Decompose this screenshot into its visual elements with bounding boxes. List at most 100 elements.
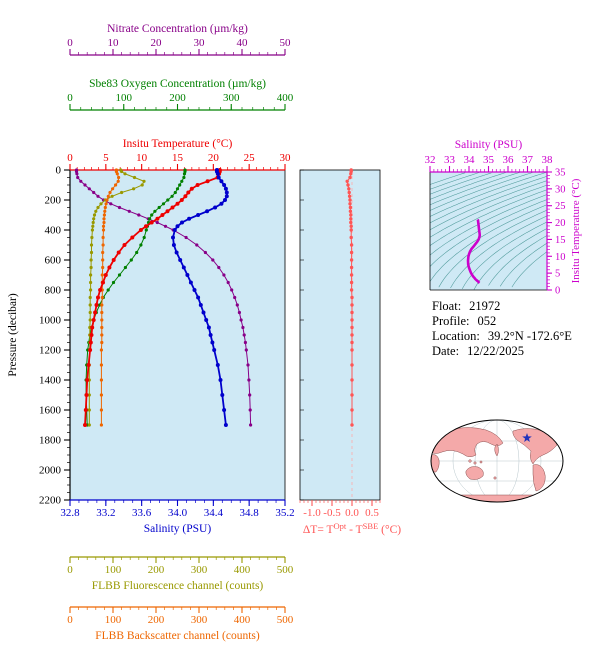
tick-label: 1200	[39, 345, 62, 357]
data-point	[165, 209, 170, 214]
data-point	[99, 202, 103, 206]
data-point	[166, 198, 170, 202]
world-map	[430, 419, 564, 503]
data-point	[185, 273, 190, 277]
data-point	[161, 202, 166, 206]
data-point	[203, 250, 207, 255]
tick-label: 0	[67, 92, 73, 104]
data-point	[111, 280, 116, 285]
density-contour	[429, 184, 548, 238]
data-point	[88, 303, 92, 307]
data-point	[212, 348, 217, 352]
float-metadata: Float: 21972 Profile: 052 Location: 39.2°N …	[432, 299, 572, 358]
data-point	[96, 194, 100, 198]
data-point	[88, 340, 93, 345]
data-point	[91, 220, 95, 225]
tick-label: 0	[56, 165, 62, 177]
tick-label: 0	[67, 152, 73, 164]
data-point	[350, 378, 354, 382]
data-point	[99, 393, 103, 397]
tick-label: 0.0	[345, 507, 359, 519]
data-point	[222, 273, 226, 277]
data-point	[117, 205, 122, 210]
tick-label: 35	[555, 168, 566, 179]
data-point	[101, 243, 105, 247]
landmass-australia	[465, 466, 484, 480]
data-point	[244, 348, 248, 352]
data-point	[90, 235, 94, 240]
data-point	[120, 169, 124, 174]
data-point	[153, 209, 157, 213]
tick-label: 0	[555, 286, 560, 297]
data-point	[104, 202, 108, 206]
main-profile-panel: 0200400600800100012001400160018002000220…	[7, 23, 295, 642]
data-point	[83, 423, 87, 427]
data-point	[98, 303, 102, 307]
data-point	[100, 318, 104, 322]
density-contour	[488, 235, 548, 286]
data-point	[99, 408, 103, 412]
data-point	[223, 423, 228, 427]
series-fluorescence	[87, 168, 146, 427]
tick-label: 1800	[39, 435, 62, 447]
data-point	[219, 179, 224, 184]
tick-label: 100	[116, 92, 133, 104]
data-point	[349, 172, 353, 176]
data-point	[101, 280, 105, 285]
data-point	[101, 224, 106, 228]
tick-label: 35	[483, 154, 495, 166]
tick-label: 30	[280, 152, 292, 164]
data-point	[349, 265, 354, 270]
data-point	[350, 363, 354, 367]
data-point	[189, 186, 194, 191]
float-info-line: Float: 21972	[432, 299, 500, 313]
data-point	[349, 288, 354, 292]
data-point	[94, 209, 98, 213]
tick-label: 1600	[39, 405, 62, 417]
density-contour	[429, 176, 548, 224]
data-point	[116, 250, 121, 255]
landmass-island	[468, 459, 472, 463]
data-point	[248, 393, 252, 397]
tick-label: 300	[223, 92, 240, 104]
landmass-eurasia	[431, 427, 504, 457]
density-contour	[429, 172, 533, 211]
data-point	[106, 194, 110, 198]
density-contour	[473, 228, 548, 290]
tick-label: 34	[464, 154, 476, 166]
tick-label: 30	[194, 37, 206, 49]
data-point	[247, 378, 251, 382]
axis-title-ts-temperature: Insitu Temperature (°C)	[570, 178, 582, 283]
axis-title-backscatter: FLBB Backscatter channel (counts)	[95, 630, 260, 642]
data-point	[99, 378, 103, 382]
landmass-greenland	[547, 426, 560, 434]
data-point	[111, 187, 115, 191]
landmass-southamerica	[532, 464, 546, 492]
data-point	[101, 258, 105, 262]
tick-label: 100	[105, 614, 122, 626]
data-point	[83, 183, 87, 187]
data-point	[210, 340, 215, 345]
tick-label: 32.8	[60, 507, 80, 519]
data-point	[184, 235, 188, 240]
data-point	[88, 295, 92, 300]
density-contour	[429, 172, 492, 195]
data-point	[117, 175, 121, 180]
density-contour	[429, 180, 548, 231]
data-point	[85, 378, 90, 382]
data-point	[201, 310, 206, 315]
data-point	[160, 213, 165, 217]
data-point	[135, 250, 139, 255]
data-point	[350, 325, 354, 330]
data-point	[130, 235, 135, 240]
data-point	[137, 213, 141, 217]
data-point	[89, 333, 94, 337]
data-point	[122, 243, 127, 247]
data-point	[89, 250, 94, 255]
data-point	[99, 423, 103, 427]
data-point	[100, 325, 104, 330]
data-point	[117, 273, 122, 277]
data-point	[100, 340, 104, 345]
data-point	[139, 243, 143, 247]
data-point	[101, 265, 105, 270]
